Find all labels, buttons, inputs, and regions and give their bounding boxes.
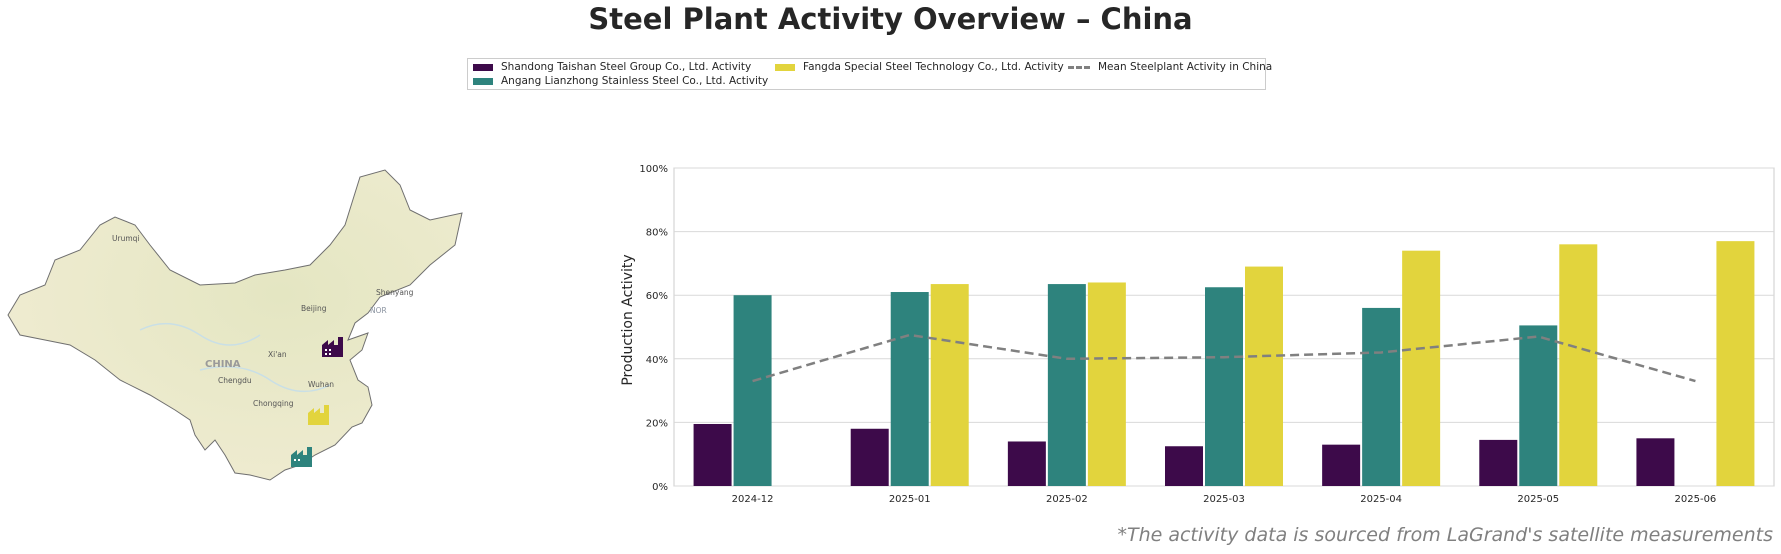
x-tick-label: 2025-06 bbox=[1675, 494, 1717, 505]
mean-activity-line bbox=[752, 333, 1696, 383]
bar-shandong bbox=[1479, 439, 1518, 486]
legend-swatch-mean bbox=[1068, 65, 1090, 69]
activity-bar-chart: Production Activity 0% 20% 40% 60% 80% 100% 20… bbox=[620, 164, 1775, 505]
bar-shandong bbox=[693, 423, 732, 486]
legend-item-fangda: Fangda Special Steel Technology Co., Ltd… bbox=[775, 61, 1064, 73]
factory-icon bbox=[322, 337, 343, 357]
footnote: *The activity data is sourced from LaGra… bbox=[1117, 524, 1773, 546]
bar-angang bbox=[890, 292, 929, 486]
bar-shandong bbox=[1165, 446, 1203, 486]
bar-angang bbox=[733, 295, 772, 486]
map-city-label: Wuhan bbox=[308, 380, 334, 389]
legend-item-angang: Angang Lianzhong Stainless Steel Co., Lt… bbox=[473, 75, 768, 87]
china-outline bbox=[7, 169, 463, 481]
factory-icon bbox=[291, 447, 312, 467]
legend-swatch-fangda bbox=[775, 63, 795, 71]
legend-item-mean: Mean Steelplant Activity in China bbox=[1068, 61, 1272, 73]
bar-fangda bbox=[1087, 282, 1126, 486]
x-tick-label: 2025-03 bbox=[1203, 494, 1245, 505]
bar-fangda bbox=[1245, 266, 1283, 486]
legend-swatch-angang bbox=[473, 77, 493, 85]
x-tick-label: 2025-05 bbox=[1517, 494, 1559, 505]
page-title: Steel Plant Activity Overview – China bbox=[588, 2, 1193, 36]
map-city-label: Shenyang bbox=[376, 288, 414, 297]
y-tick-label: 20% bbox=[646, 418, 668, 429]
x-tick-label: 2025-02 bbox=[1046, 494, 1088, 505]
map-extra-label: NOR bbox=[370, 306, 387, 315]
y-axis-label: Production Activity bbox=[620, 254, 636, 385]
bar-shandong bbox=[1007, 441, 1046, 486]
chart-legend: Shandong Taishan Steel Group Co., Ltd. A… bbox=[467, 58, 1272, 90]
map-city-label: Xi'an bbox=[268, 350, 287, 359]
bar-fangda bbox=[1559, 244, 1598, 486]
y-tick-label: 60% bbox=[646, 291, 668, 302]
china-map: Urumqi Beijing Shenyang Xi'an Chengdu Ch… bbox=[7, 169, 463, 481]
bar-angang bbox=[1047, 284, 1086, 486]
bar-angang bbox=[1519, 325, 1558, 486]
bar-shandong bbox=[1636, 438, 1675, 486]
bar-angang bbox=[1362, 307, 1401, 486]
legend-label-shandong: Shandong Taishan Steel Group Co., Ltd. A… bbox=[501, 61, 752, 73]
y-tick-label: 80% bbox=[646, 228, 668, 239]
bar-angang bbox=[1205, 287, 1243, 486]
y-tick-label: 0% bbox=[652, 482, 668, 493]
map-city-label: Beijing bbox=[301, 304, 327, 313]
map-city-label: Chengdu bbox=[218, 376, 252, 385]
map-country-label: CHINA bbox=[205, 359, 241, 370]
factory-icon bbox=[308, 405, 329, 425]
map-city-label: Chongqing bbox=[253, 399, 294, 408]
bar-fangda bbox=[1402, 250, 1441, 486]
legend-label-mean: Mean Steelplant Activity in China bbox=[1098, 61, 1273, 73]
x-tick-label: 2024-12 bbox=[732, 494, 774, 505]
bar-fangda bbox=[930, 284, 969, 486]
bar-fangda bbox=[1716, 241, 1755, 486]
map-city-label: Urumqi bbox=[112, 234, 139, 243]
y-tick-label: 40% bbox=[646, 355, 668, 366]
legend-swatch-shandong bbox=[473, 63, 493, 71]
x-tick-label: 2025-01 bbox=[889, 494, 931, 505]
legend-item-shandong: Shandong Taishan Steel Group Co., Ltd. A… bbox=[473, 61, 751, 73]
bar-shandong bbox=[1322, 444, 1361, 486]
y-tick-label: 100% bbox=[639, 164, 668, 175]
legend-label-fangda: Fangda Special Steel Technology Co., Ltd… bbox=[803, 61, 1064, 73]
bar-shandong bbox=[850, 428, 889, 486]
x-tick-label: 2025-04 bbox=[1360, 494, 1402, 505]
legend-label-angang: Angang Lianzhong Stainless Steel Co., Lt… bbox=[501, 75, 769, 87]
